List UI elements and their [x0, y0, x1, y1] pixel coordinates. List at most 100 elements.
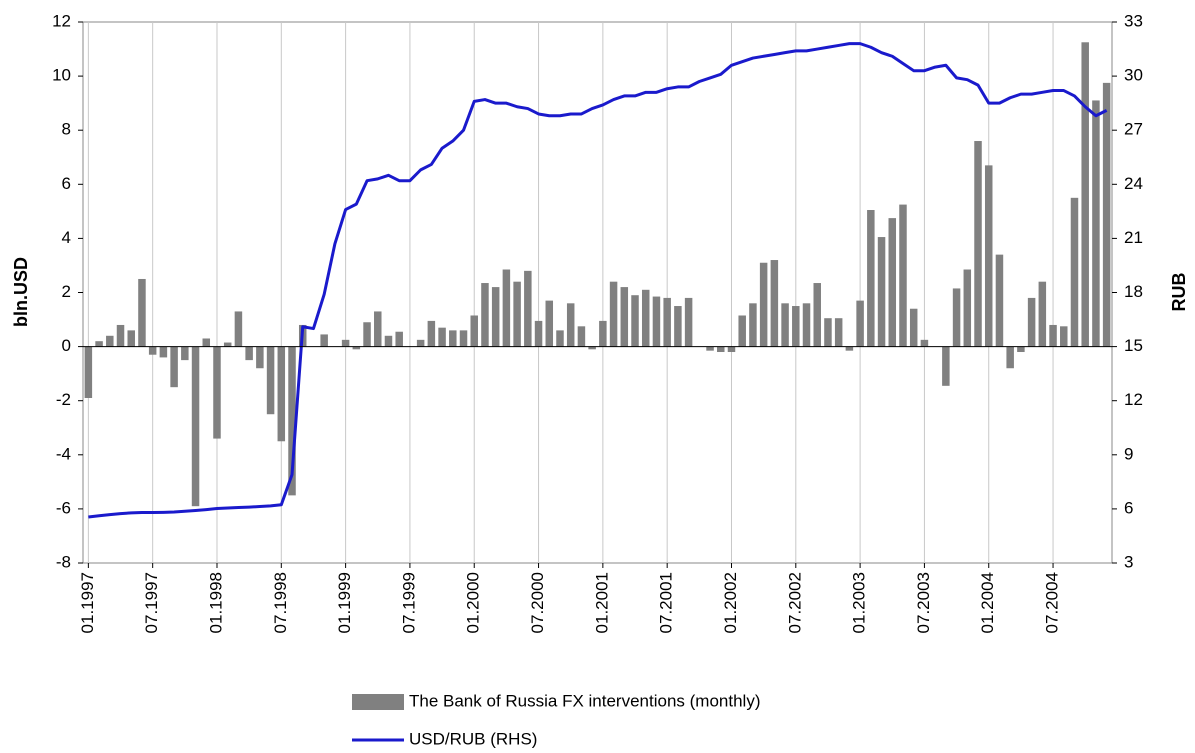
bar: [1070, 197, 1079, 347]
bar: [1027, 297, 1036, 347]
y2-tick-label: 15: [1124, 336, 1143, 355]
bar: [749, 303, 757, 347]
x-tick-label: 07.1998: [271, 572, 290, 633]
bar: [942, 346, 950, 386]
legend-label: The Bank of Russia FX interventions (mon…: [409, 691, 760, 710]
bar: [792, 306, 800, 347]
bar: [395, 331, 403, 347]
x-tick-label: 01.2003: [850, 572, 869, 633]
x-tick-label: 07.2004: [1043, 572, 1062, 633]
x-tick-label: 01.2004: [978, 572, 997, 633]
bar: [320, 334, 328, 347]
bar: [481, 283, 489, 347]
bar: [148, 346, 157, 355]
bar: [813, 283, 821, 347]
bar: [620, 287, 629, 347]
bar: [84, 346, 93, 398]
bar: [770, 260, 779, 347]
line: [88, 42, 1108, 519]
x-tick-label: 07.2003: [914, 572, 933, 633]
bar: [920, 339, 929, 347]
bar: [213, 346, 221, 439]
y2-tick-label: 3: [1124, 552, 1133, 571]
bar: [631, 295, 639, 347]
bar: [534, 320, 543, 347]
bar: [234, 311, 243, 347]
bar: [984, 165, 993, 347]
bar: [963, 269, 972, 347]
x-tick-label: 07.2002: [785, 572, 804, 633]
bar: [449, 330, 457, 347]
bar: [652, 296, 661, 347]
bar: [577, 326, 586, 347]
x-tick-label: 07.1997: [142, 572, 161, 633]
bar: [191, 346, 200, 507]
x-tick-label: 01.1997: [78, 572, 97, 633]
bar: [1081, 42, 1089, 347]
y-tick-label: 6: [62, 174, 71, 193]
bar: [491, 287, 500, 347]
bar: [459, 330, 468, 347]
x-tick-label: 01.2000: [464, 572, 483, 633]
bar: [1038, 281, 1047, 347]
bar: [545, 300, 554, 347]
x-tick-label: 01.2002: [721, 572, 740, 633]
bar: [556, 330, 564, 347]
bar: [181, 346, 189, 361]
y-tick-label: 8: [62, 120, 71, 139]
bar: [717, 346, 725, 353]
bar: [513, 281, 521, 347]
bar: [524, 270, 532, 347]
y-tick-label: 4: [62, 228, 71, 247]
legend-swatch: [352, 694, 404, 710]
bar: [1017, 346, 1025, 353]
x-tick-label: 07.2001: [657, 572, 676, 633]
bar: [223, 342, 232, 347]
bar: [138, 278, 146, 347]
bar: [363, 322, 371, 347]
y2-tick-label: 33: [1124, 11, 1143, 30]
x-tick-label: 01.1999: [335, 572, 354, 633]
bar: [974, 141, 982, 347]
legend-label: USD/RUB (RHS): [409, 729, 537, 748]
bar: [352, 346, 361, 350]
y-tick-label: -4: [56, 444, 71, 463]
y-tick-label: 0: [62, 336, 71, 355]
bar: [438, 327, 446, 347]
bar: [95, 341, 103, 347]
bar: [341, 339, 350, 347]
bar: [824, 318, 832, 347]
bar: [759, 262, 768, 347]
bar: [706, 346, 714, 351]
bar: [684, 297, 693, 347]
y2-axis-label: RUB: [1169, 273, 1189, 312]
bar: [834, 318, 843, 347]
bar: [277, 346, 286, 442]
y-tick-label: -2: [56, 390, 71, 409]
bar: [845, 346, 854, 351]
bar: [727, 346, 736, 353]
y2-tick-label: 6: [1124, 498, 1133, 517]
bar: [877, 237, 886, 347]
bar: [106, 335, 114, 347]
bar: [995, 254, 1004, 347]
y-tick-label: 10: [52, 66, 71, 85]
y-tick-label: -8: [56, 552, 71, 571]
y-tick-label: -6: [56, 498, 71, 517]
bar: [256, 346, 264, 369]
bar: [738, 315, 746, 347]
bar: [1102, 82, 1111, 347]
bar: [470, 315, 478, 347]
bar: [856, 300, 864, 347]
bar: [374, 311, 382, 347]
bar: [1060, 326, 1068, 347]
bar: [416, 339, 425, 347]
bar: [781, 303, 789, 347]
y2-tick-label: 9: [1124, 444, 1133, 463]
bar: [599, 320, 607, 347]
bar: [609, 281, 618, 347]
x-tick-label: 07.1999: [399, 572, 418, 633]
bar: [909, 308, 918, 347]
bar: [663, 297, 671, 347]
x-tick-label: 01.2001: [592, 572, 611, 633]
